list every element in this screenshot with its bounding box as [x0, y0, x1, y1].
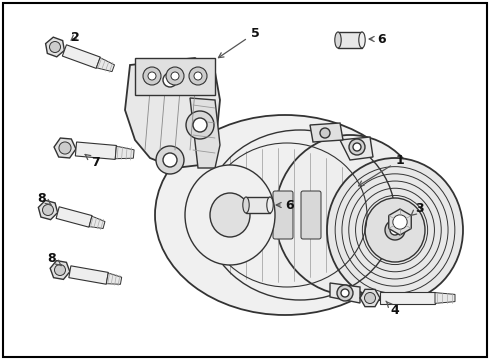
Ellipse shape — [365, 198, 425, 262]
Polygon shape — [54, 138, 76, 158]
Text: 5: 5 — [219, 27, 259, 58]
Polygon shape — [56, 207, 92, 227]
Ellipse shape — [359, 32, 365, 48]
Polygon shape — [125, 58, 220, 168]
Circle shape — [341, 289, 349, 297]
Ellipse shape — [335, 32, 341, 48]
Circle shape — [156, 146, 184, 174]
Polygon shape — [97, 58, 115, 72]
Polygon shape — [135, 58, 215, 95]
Text: 8: 8 — [38, 192, 51, 205]
Polygon shape — [190, 98, 220, 168]
Text: 1: 1 — [359, 153, 404, 186]
Circle shape — [148, 72, 156, 80]
FancyBboxPatch shape — [273, 191, 293, 239]
Polygon shape — [115, 146, 134, 159]
Circle shape — [163, 73, 177, 87]
Circle shape — [320, 128, 330, 138]
Ellipse shape — [155, 115, 415, 315]
Polygon shape — [38, 201, 58, 220]
Text: 6: 6 — [369, 32, 386, 45]
Ellipse shape — [210, 193, 250, 237]
Polygon shape — [69, 266, 108, 284]
Polygon shape — [338, 32, 362, 48]
Text: 4: 4 — [386, 301, 399, 318]
Polygon shape — [50, 261, 70, 279]
Circle shape — [186, 111, 214, 139]
Circle shape — [171, 72, 179, 80]
Ellipse shape — [275, 135, 425, 295]
Ellipse shape — [243, 197, 249, 213]
Text: 2: 2 — [71, 31, 79, 44]
Polygon shape — [106, 273, 122, 284]
Circle shape — [390, 225, 400, 235]
Circle shape — [194, 72, 202, 80]
FancyBboxPatch shape — [245, 191, 265, 239]
Circle shape — [385, 220, 405, 240]
Circle shape — [49, 41, 60, 53]
Circle shape — [59, 142, 71, 154]
Circle shape — [189, 67, 207, 85]
Polygon shape — [310, 123, 343, 142]
Circle shape — [365, 292, 375, 303]
Circle shape — [43, 204, 53, 216]
Polygon shape — [360, 289, 380, 307]
Circle shape — [156, 66, 184, 94]
Ellipse shape — [267, 197, 273, 213]
Circle shape — [349, 139, 365, 155]
Polygon shape — [389, 209, 411, 235]
Circle shape — [163, 153, 177, 167]
Text: 8: 8 — [48, 252, 61, 266]
Polygon shape — [46, 37, 64, 57]
Text: 6: 6 — [276, 198, 294, 212]
Polygon shape — [340, 137, 373, 160]
Circle shape — [353, 143, 361, 151]
Circle shape — [143, 67, 161, 85]
Circle shape — [337, 285, 353, 301]
Polygon shape — [380, 292, 435, 304]
Circle shape — [393, 215, 407, 229]
Polygon shape — [330, 283, 360, 303]
Ellipse shape — [185, 165, 275, 265]
Circle shape — [193, 118, 207, 132]
Circle shape — [166, 67, 184, 85]
Polygon shape — [435, 293, 455, 303]
Ellipse shape — [327, 158, 463, 302]
Polygon shape — [246, 197, 270, 213]
Circle shape — [54, 265, 66, 275]
Text: 7: 7 — [85, 154, 99, 168]
Text: 3: 3 — [411, 202, 424, 216]
Polygon shape — [62, 45, 100, 68]
FancyBboxPatch shape — [301, 191, 321, 239]
Polygon shape — [75, 142, 117, 159]
Polygon shape — [89, 216, 105, 229]
